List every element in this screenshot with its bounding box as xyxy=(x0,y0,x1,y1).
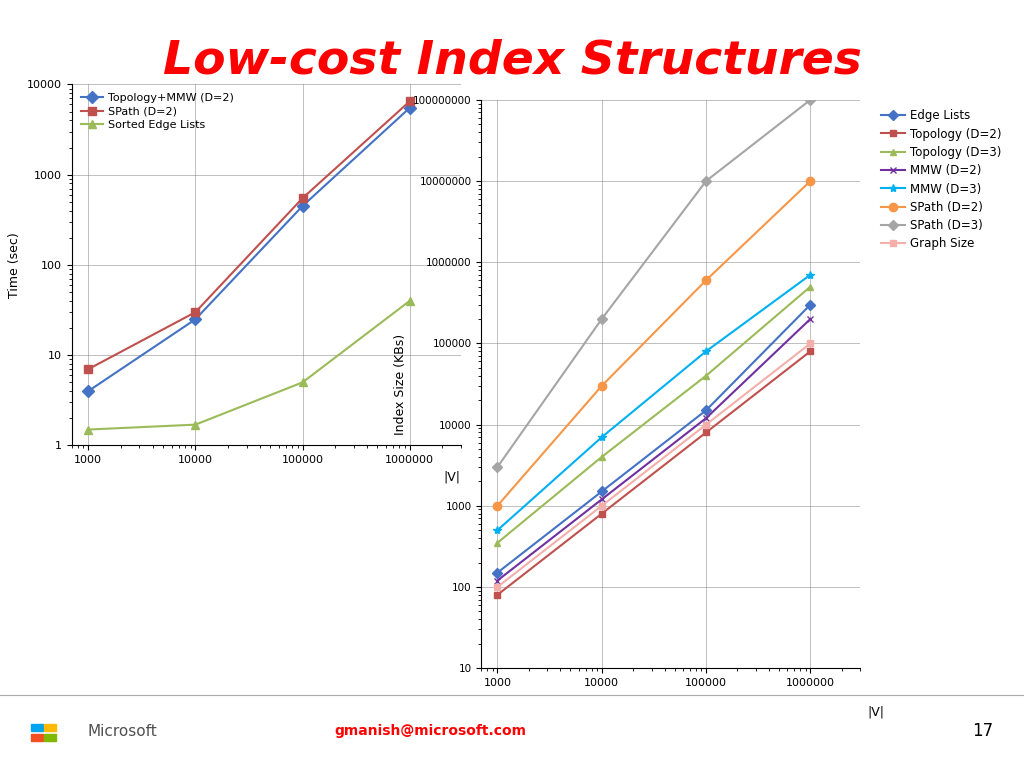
Topology (D=3) xyxy=(596,452,608,462)
SPath (D=3) xyxy=(596,314,608,323)
MMW (D=2) xyxy=(804,314,816,323)
Graph Size xyxy=(804,339,816,348)
Text: Microsoft: Microsoft xyxy=(87,723,157,739)
Sorted Edge Lists xyxy=(82,425,94,434)
SPath (D=2) xyxy=(492,502,504,511)
SPath (D=2) xyxy=(296,194,308,203)
SPath (D=2) xyxy=(403,97,416,106)
Graph Size xyxy=(492,582,504,591)
Line: SPath (D=2): SPath (D=2) xyxy=(84,98,414,373)
Line: Topology (D=3): Topology (D=3) xyxy=(494,283,814,546)
MMW (D=2) xyxy=(700,413,713,422)
Topology (D=3) xyxy=(804,282,816,291)
Sorted Edge Lists xyxy=(403,296,416,306)
Line: MMW (D=3): MMW (D=3) xyxy=(494,270,814,535)
Edge Lists xyxy=(596,487,608,496)
MMW (D=2) xyxy=(492,576,504,585)
Topology+MMW (D=2) xyxy=(296,201,308,210)
Topology (D=3) xyxy=(700,371,713,380)
Y-axis label: Index Size (KBs): Index Size (KBs) xyxy=(394,333,408,435)
Topology (D=2) xyxy=(700,428,713,437)
SPath (D=3) xyxy=(492,462,504,472)
MMW (D=3) xyxy=(700,346,713,356)
Edge Lists xyxy=(492,568,504,578)
MMW (D=3) xyxy=(804,270,816,280)
Edge Lists xyxy=(804,300,816,310)
Line: Topology (D=2): Topology (D=2) xyxy=(494,348,814,598)
Line: MMW (D=2): MMW (D=2) xyxy=(494,316,814,584)
Topology (D=2) xyxy=(596,509,608,518)
Text: 17: 17 xyxy=(972,722,993,740)
SPath (D=2) xyxy=(82,365,94,374)
Topology (D=2) xyxy=(804,346,816,356)
SPath (D=3) xyxy=(804,95,816,104)
SPath (D=2) xyxy=(804,177,816,186)
Edge Lists xyxy=(700,406,713,415)
SPath (D=3) xyxy=(700,177,713,186)
Graph Size xyxy=(700,420,713,429)
Text: |V|: |V| xyxy=(443,471,461,484)
Line: Graph Size: Graph Size xyxy=(494,340,814,591)
Sorted Edge Lists xyxy=(189,420,202,429)
Line: Edge Lists: Edge Lists xyxy=(494,301,814,576)
MMW (D=2) xyxy=(596,495,608,504)
Topology (D=2) xyxy=(492,591,504,600)
Topology+MMW (D=2) xyxy=(82,386,94,396)
SPath (D=2) xyxy=(189,307,202,316)
SPath (D=2) xyxy=(596,381,608,390)
Line: Topology+MMW (D=2): Topology+MMW (D=2) xyxy=(84,104,414,396)
Text: Low-cost Index Structures: Low-cost Index Structures xyxy=(163,38,861,84)
MMW (D=3) xyxy=(596,432,608,442)
Line: SPath (D=3): SPath (D=3) xyxy=(494,96,814,471)
Topology (D=3) xyxy=(492,538,504,548)
Topology+MMW (D=2) xyxy=(189,315,202,324)
Legend: Edge Lists, Topology (D=2), Topology (D=3), MMW (D=2), MMW (D=3), SPath (D=2), S: Edge Lists, Topology (D=2), Topology (D=… xyxy=(878,106,1006,254)
Legend: Topology+MMW (D=2), SPath (D=2), Sorted Edge Lists: Topology+MMW (D=2), SPath (D=2), Sorted … xyxy=(77,90,238,134)
SPath (D=2) xyxy=(700,276,713,285)
Y-axis label: Time (sec): Time (sec) xyxy=(8,232,22,298)
Line: SPath (D=2): SPath (D=2) xyxy=(494,177,814,510)
MMW (D=3) xyxy=(492,525,504,535)
Text: gmanish@microsoft.com: gmanish@microsoft.com xyxy=(334,724,526,738)
Line: Sorted Edge Lists: Sorted Edge Lists xyxy=(84,296,414,434)
Sorted Edge Lists xyxy=(296,378,308,387)
Graph Size xyxy=(596,502,608,511)
Text: |V|: |V| xyxy=(867,705,885,718)
Topology+MMW (D=2) xyxy=(403,104,416,113)
